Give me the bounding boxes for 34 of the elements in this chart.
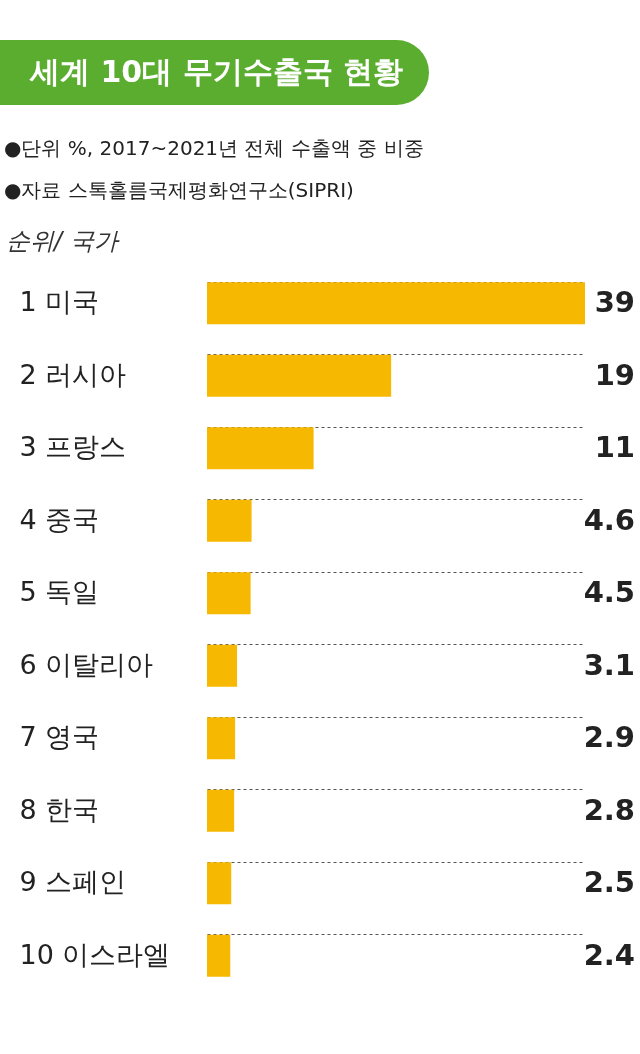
bar [207,499,252,542]
data-label: 2.9 [583,720,635,755]
y-tick-label: 6 이탈리아 [19,648,154,680]
data-label: 19 [594,357,635,392]
bar [207,644,238,687]
bar [207,354,392,397]
y-axis-title: 순위/ 국가 [6,226,121,257]
bar [207,427,314,470]
data-label: 4.6 [583,502,635,537]
y-tick-label: 4 중국 [19,503,100,535]
bar [207,934,231,977]
y-tick-label: 3 프랑스 [19,431,127,463]
bar [207,572,251,615]
bar [207,862,232,905]
y-tick-label: 1 미국 [19,286,100,318]
chart-title: 세계 10대 무기수출국 현황 [0,40,430,105]
data-label: 39 [594,285,635,320]
y-tick-label: 9 스페인 [19,866,127,898]
data-label: 2.5 [583,865,635,900]
data-label: 3.1 [583,647,635,682]
y-tick-label: 7 영국 [19,721,100,753]
text: ●자료 스톡홀름국제평화연구소(SIPRI) [4,177,355,204]
bar [207,282,585,325]
data-label: 2.4 [583,937,635,972]
data-label: 11 [594,430,635,465]
data-label: 2.8 [583,792,635,827]
bar [207,717,236,760]
y-tick-label: 8 한국 [19,793,100,825]
text: ●단위 %, 2017~2021년 전체 수출액 중 비중 [4,135,425,162]
y-tick-label: 10 이스라엘 [19,938,171,970]
bar [207,789,235,832]
data-label: 4.5 [583,575,635,610]
y-tick-label: 5 독일 [19,576,100,608]
y-tick-label: 2 러시아 [19,358,127,390]
